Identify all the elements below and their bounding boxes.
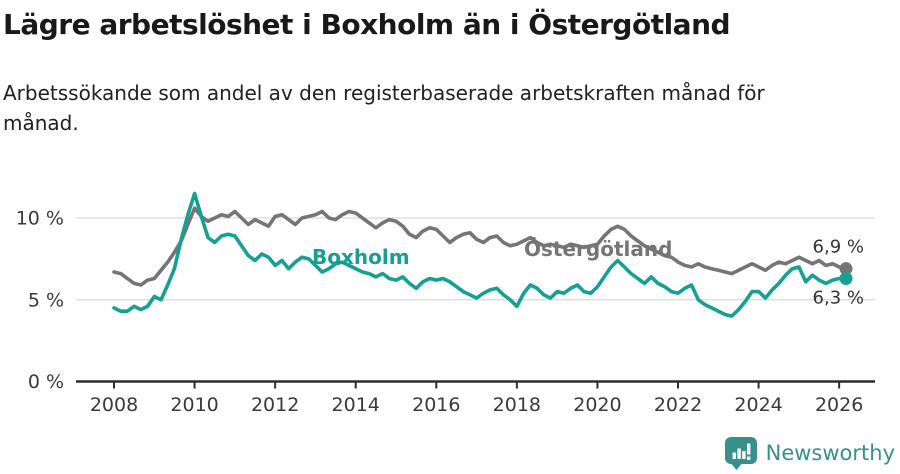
x-axis-tick-label: 2022 [654, 394, 702, 416]
brand-footer: Newsworthy [724, 436, 895, 470]
end-dot-boxholm [839, 271, 853, 285]
ostergotland-line [112, 206, 848, 287]
chart-header: Lägre arbetslöshet i Boxholm än i Österg… [3, 0, 863, 138]
x-axis-tick-label: 2014 [332, 394, 380, 416]
x-axis-tick-label: 2008 [90, 394, 138, 416]
y-axis-tick-label: 0 % [28, 371, 64, 393]
newsworthy-wordmark: Newsworthy [765, 441, 895, 465]
x-axis-tick-label: 2026 [815, 394, 863, 416]
x-axis-tick-label: 2018 [493, 394, 541, 416]
boxholm-line [112, 191, 848, 318]
chart-subtitle: Arbetssökande som andel av den registerb… [3, 80, 765, 135]
x-axis-tick-label: 2024 [734, 394, 782, 416]
x-axis-tick-label: 2020 [573, 394, 621, 416]
series-label-ostergotland: Östergötland [524, 237, 672, 261]
end-dot-ostergotland [839, 262, 853, 276]
end-value-label-ostergotland: 6,9 % [813, 237, 864, 258]
series-label-boxholm: Boxholm [312, 245, 410, 269]
x-axis-tick-label: 2016 [412, 394, 460, 416]
page-title: Lägre arbetslöshet i Boxholm än i Österg… [3, 8, 731, 41]
y-axis-tick-label: 10 % [16, 208, 64, 230]
newsworthy-logo-icon [724, 437, 757, 470]
x-axis-tick-label: 2010 [170, 394, 218, 416]
end-value-label-boxholm: 6,3 % [813, 287, 864, 308]
y-axis-tick-label: 5 % [28, 289, 64, 311]
x-axis-tick-label: 2012 [251, 394, 299, 416]
